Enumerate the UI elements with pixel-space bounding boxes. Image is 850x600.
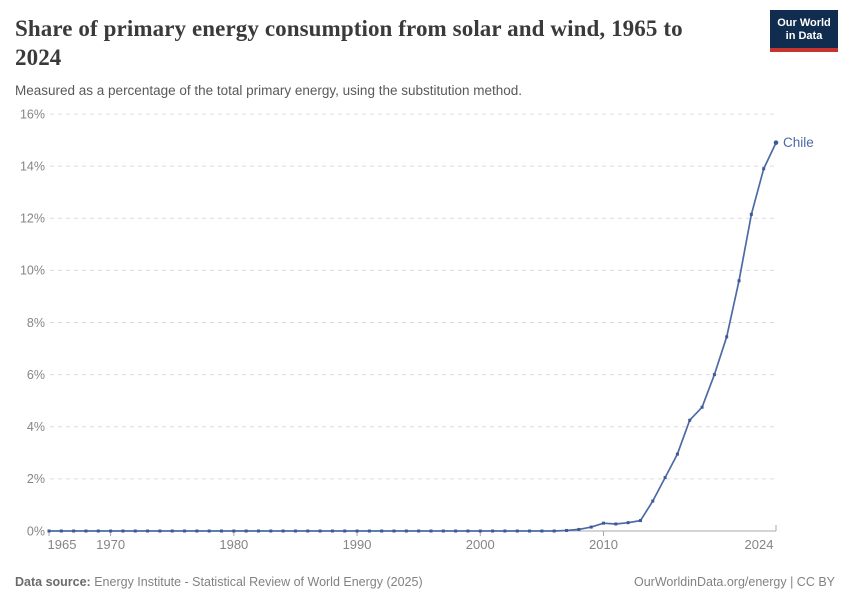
data-point[interactable] — [515, 529, 519, 533]
y-axis-tick-label: 10% — [20, 264, 45, 278]
data-source: Data source: Energy Institute - Statisti… — [15, 575, 423, 589]
data-point[interactable] — [47, 529, 51, 533]
series-line-chile[interactable] — [49, 142, 777, 532]
data-point[interactable] — [121, 529, 125, 533]
data-point[interactable] — [133, 529, 137, 533]
x-axis-tick-label: 2024 — [745, 537, 774, 552]
x-axis-tick-label: 1990 — [343, 537, 372, 552]
y-axis-tick-label: 4% — [27, 420, 45, 434]
data-point[interactable] — [207, 529, 211, 533]
data-point[interactable] — [158, 529, 162, 533]
data-point[interactable] — [343, 529, 347, 533]
data-point[interactable] — [638, 519, 642, 523]
data-point[interactable] — [318, 529, 322, 533]
data-point[interactable] — [749, 212, 753, 216]
data-point[interactable] — [552, 529, 556, 533]
license-credit: OurWorldinData.org/energy | CC BY — [633, 575, 835, 589]
y-axis-tick-label: 14% — [20, 159, 45, 173]
data-point[interactable] — [84, 529, 88, 533]
data-point[interactable] — [601, 521, 605, 525]
data-point[interactable] — [688, 418, 692, 422]
data-point[interactable] — [762, 167, 766, 171]
data-point[interactable] — [59, 529, 63, 533]
x-axis-tick-label: 1965 — [48, 537, 77, 552]
data-point[interactable] — [663, 476, 667, 480]
data-point[interactable] — [367, 529, 371, 533]
data-point[interactable] — [478, 529, 482, 533]
chart-header: Share of primary energy consumption from… — [15, 14, 755, 99]
data-source-label: Data source: — [15, 575, 91, 589]
data-point[interactable] — [712, 373, 716, 377]
data-source-text: Energy Institute - Statistical Review of… — [94, 575, 423, 589]
y-axis-tick-label: 12% — [20, 212, 45, 226]
y-axis-tick-label: 16% — [20, 107, 45, 121]
data-point[interactable] — [725, 335, 729, 339]
x-axis-tick-label: 1980 — [219, 537, 248, 552]
data-point[interactable] — [540, 529, 544, 533]
data-point[interactable] — [380, 529, 384, 533]
data-point[interactable] — [306, 529, 310, 533]
data-point[interactable] — [183, 529, 187, 533]
data-point[interactable] — [454, 529, 458, 533]
data-point[interactable] — [355, 529, 359, 533]
y-axis-tick-label: 6% — [27, 368, 45, 382]
data-point[interactable] — [96, 529, 100, 533]
data-point[interactable] — [626, 521, 630, 525]
x-axis-tick-label: 1970 — [96, 537, 125, 552]
data-point[interactable] — [220, 529, 224, 533]
data-point[interactable] — [195, 529, 199, 533]
data-point[interactable] — [589, 525, 593, 529]
y-axis-tick-label: 2% — [27, 472, 45, 486]
data-point[interactable] — [441, 529, 445, 533]
title-line-1: Share of primary energy consumption from… — [15, 16, 683, 41]
data-point[interactable] — [737, 279, 741, 283]
data-point[interactable] — [466, 529, 470, 533]
data-point[interactable] — [256, 529, 260, 533]
data-point[interactable] — [146, 529, 150, 533]
data-point-latest[interactable] — [773, 140, 779, 145]
data-point[interactable] — [700, 405, 704, 409]
data-point[interactable] — [417, 529, 421, 533]
x-axis-tick-label: 2000 — [466, 537, 495, 552]
data-point[interactable] — [269, 529, 273, 533]
data-point[interactable] — [109, 529, 113, 533]
data-point[interactable] — [528, 529, 532, 533]
data-point[interactable] — [614, 522, 618, 526]
logo-line-2: in Data — [785, 30, 823, 43]
x-axis-tick-label: 2010 — [589, 537, 618, 552]
chart-footer: Data source: Energy Institute - Statisti… — [15, 575, 835, 589]
data-point[interactable] — [392, 529, 396, 533]
y-axis-tick-label: 0% — [27, 524, 45, 538]
logo-line-1: Our World — [777, 17, 831, 29]
title-line-2: 2024 — [15, 45, 62, 71]
data-point[interactable] — [565, 528, 569, 532]
data-point[interactable] — [577, 527, 581, 531]
data-point[interactable] — [429, 529, 433, 533]
data-point[interactable] — [491, 529, 495, 533]
data-point[interactable] — [675, 452, 679, 456]
data-point[interactable] — [244, 529, 248, 533]
data-point[interactable] — [232, 529, 236, 533]
page-title: Share of primary energy consumption from… — [15, 14, 755, 73]
data-point[interactable] — [170, 529, 174, 533]
data-point[interactable] — [503, 529, 507, 533]
y-axis-tick-label: 8% — [27, 316, 45, 330]
data-point[interactable] — [281, 529, 285, 533]
owid-logo: Our World in Data — [770, 10, 838, 53]
data-point[interactable] — [72, 529, 76, 533]
data-point[interactable] — [330, 529, 334, 533]
data-point[interactable] — [651, 499, 655, 503]
data-point[interactable] — [404, 529, 408, 533]
chart-subtitle: Measured as a percentage of the total pr… — [15, 82, 523, 98]
data-point[interactable] — [293, 529, 297, 533]
series-end-label[interactable]: Chile — [783, 135, 814, 150]
